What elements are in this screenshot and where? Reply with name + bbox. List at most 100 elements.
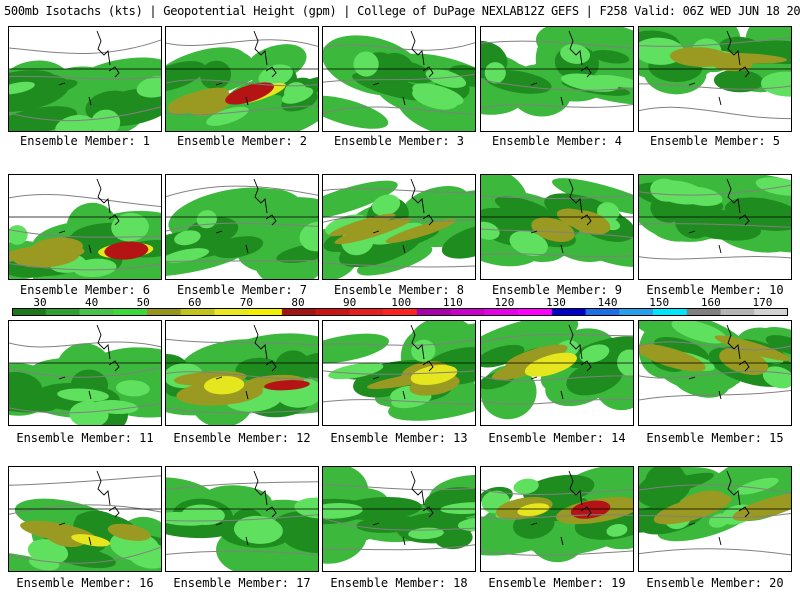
colorbar-segment	[79, 308, 114, 316]
colorbar-tick-label: 170	[752, 296, 773, 309]
isotach-map	[639, 27, 791, 120]
ensemble-member-label: Ensemble Member: 17	[173, 576, 311, 590]
ensemble-map-panel	[165, 466, 319, 572]
colorbar-segment	[281, 308, 317, 316]
colorbar-segment	[484, 308, 519, 316]
isotach-map	[323, 467, 475, 564]
colorbar-tick-label: 100	[391, 296, 412, 309]
colorbar-segment	[416, 308, 452, 316]
colorbar-tick-label: 40	[84, 296, 99, 309]
colorbar-segment	[45, 308, 80, 316]
ensemble-map-panel	[480, 466, 634, 572]
colorbar-segment	[180, 308, 215, 316]
isotach-map	[639, 321, 791, 401]
isotach-map	[166, 470, 318, 571]
colorbar-segment	[653, 308, 688, 316]
colorbar-tick-label: 80	[291, 296, 305, 309]
ensemble-member-label: Ensemble Member: 20	[646, 576, 784, 590]
isotach-map	[166, 178, 318, 279]
ensemble-map-panel	[638, 320, 792, 426]
isotach-map	[481, 27, 633, 117]
ensemble-map-panel	[638, 466, 792, 572]
header-title: 500mb Isotachs (kts) | Geopotential Heig…	[4, 4, 524, 18]
colorbar-segment	[686, 308, 722, 316]
colorbar-segment	[12, 308, 47, 316]
isotach-map	[481, 321, 633, 420]
ensemble-member-label: Ensemble Member: 11	[16, 431, 154, 445]
colorbar-segment	[450, 308, 485, 316]
isotach-map	[9, 324, 161, 425]
colorbar-segment	[720, 308, 755, 316]
ensemble-member-label: Ensemble Member: 2	[176, 134, 308, 148]
colorbar-scale	[12, 308, 788, 316]
colorbar-segment	[248, 308, 283, 316]
colorbar-tick-label: 110	[442, 296, 463, 309]
ensemble-member-label: Ensemble Member: 5	[649, 134, 781, 148]
colorbar-segment	[383, 308, 418, 316]
colorbar-segment	[585, 308, 620, 316]
colorbar-segment	[518, 308, 553, 316]
ensemble-map-panel	[165, 320, 319, 426]
ensemble-member-label: Ensemble Member: 7	[176, 283, 308, 297]
colorbar-tick-label: 60	[188, 296, 202, 309]
colorbar-tick-label: 130	[546, 296, 566, 309]
ensemble-member-label: Ensemble Member: 12	[173, 431, 311, 445]
isotach-map	[639, 175, 791, 260]
colorbar-segment	[113, 308, 148, 316]
colorbar-tick-label: 30	[33, 296, 47, 309]
ensemble-member-label: Ensemble Member: 6	[19, 283, 151, 297]
ensemble-map-panel	[165, 26, 319, 132]
ensemble-map-panel	[8, 320, 162, 426]
ensemble-map-panel	[638, 26, 792, 132]
ensemble-map-panel	[8, 466, 162, 572]
ensemble-member-label: Ensemble Member: 9	[491, 283, 623, 297]
map-header: 500mb Isotachs (kts) | Geopotential Heig…	[0, 0, 800, 22]
colorbar-tick-label: 160	[700, 296, 721, 309]
isotach-map	[481, 175, 633, 267]
ensemble-map-panel	[322, 174, 476, 280]
isotach-map	[9, 178, 161, 279]
ensemble-map-panel	[480, 26, 634, 132]
ensemble-map-panel	[322, 26, 476, 132]
ensemble-member-label: Ensemble Member: 1	[19, 134, 151, 148]
colorbar-segment	[315, 308, 350, 316]
colorbar-segment	[754, 308, 788, 316]
ensemble-member-label: Ensemble Member: 13	[330, 431, 468, 445]
colorbar-tick-label: 70	[239, 296, 254, 309]
colorbar-segment	[214, 308, 249, 316]
ensemble-member-label: Ensemble Member: 15	[646, 431, 784, 445]
ensemble-member-label: Ensemble Member: 10	[646, 283, 784, 297]
isotach-map	[166, 324, 318, 425]
colorbar-tick-label: 140	[597, 296, 618, 309]
ensemble-map-panel	[165, 174, 319, 280]
isotach-map	[323, 321, 475, 421]
ensemble-map-panel	[638, 174, 792, 280]
colorbar-tick-label: 150	[649, 296, 670, 309]
isotach-map	[9, 30, 161, 131]
ensemble-map-panel	[8, 174, 162, 280]
isotach-map	[166, 30, 318, 131]
colorbar-tick-label: 120	[494, 296, 515, 309]
ensemble-member-label: Ensemble Member: 14	[488, 431, 626, 445]
ensemble-map-panel	[322, 320, 476, 426]
colorbar-tick-label: 50	[136, 296, 150, 309]
isotach-map	[481, 467, 633, 563]
ensemble-member-label: Ensemble Member: 3	[333, 134, 465, 148]
ensemble-member-label: Ensemble Member: 18	[330, 576, 468, 590]
ensemble-member-label: Ensemble Member: 8	[333, 283, 465, 297]
ensemble-map-panel	[480, 174, 634, 280]
header-valid-time: 12Z GEFS | F258 Valid: 06Z WED JUN 18 20…	[523, 4, 800, 18]
ensemble-member-label: Ensemble Member: 4	[491, 134, 623, 148]
colorbar-segment	[349, 308, 384, 316]
ensemble-map-panel	[8, 26, 162, 132]
ensemble-member-label: Ensemble Member: 19	[488, 576, 626, 590]
colorbar: 30 40 50 60 70 80 90 100 110 120 130 140 150 160 170	[0, 296, 800, 320]
ensemble-map-panel	[322, 466, 476, 572]
colorbar-tick-label: 90	[342, 296, 357, 309]
isotach-map	[639, 467, 791, 556]
ensemble-member-label: Ensemble Member: 16	[16, 576, 154, 590]
colorbar-segment	[551, 308, 587, 316]
colorbar-segment	[619, 308, 654, 316]
isotach-map	[323, 30, 475, 131]
ensemble-map-panel	[480, 320, 634, 426]
